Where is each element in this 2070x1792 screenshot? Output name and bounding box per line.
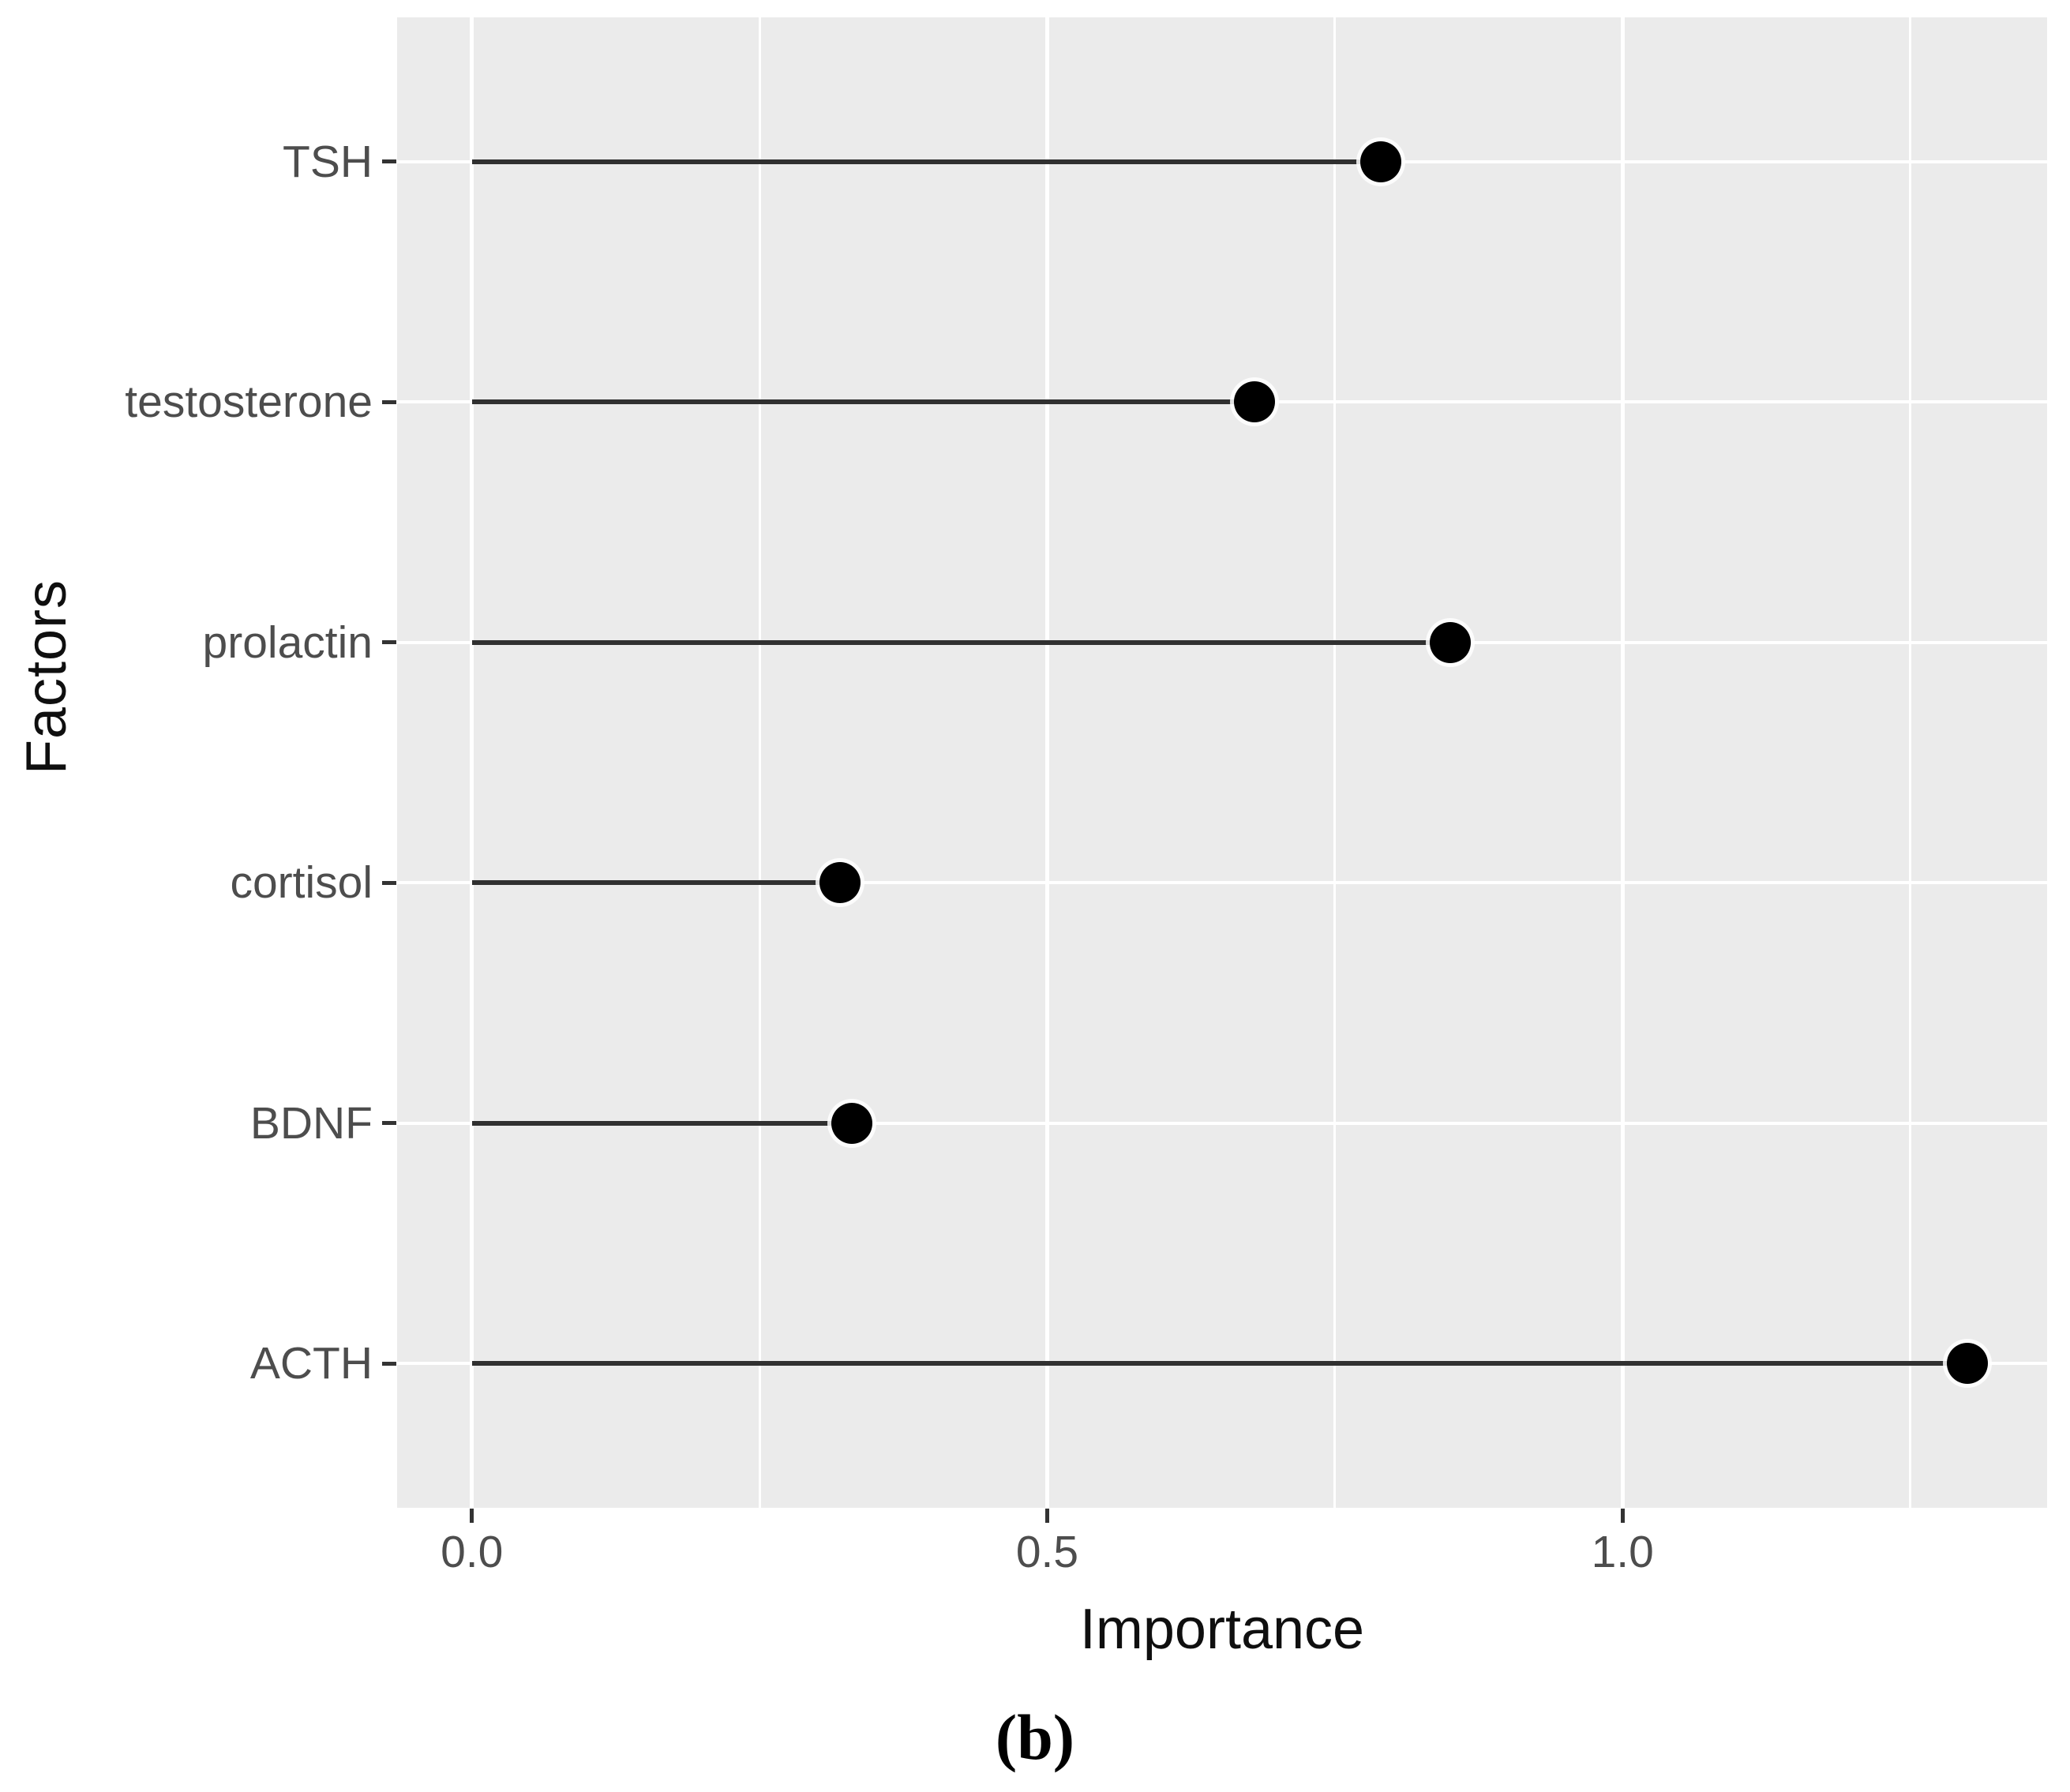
lollipop-stem xyxy=(471,639,1450,645)
x-axis-tick xyxy=(470,1509,474,1523)
y-tick-label: prolactin xyxy=(202,617,373,668)
y-axis-tick xyxy=(382,159,396,164)
x-major-gridline xyxy=(1044,17,1049,1508)
y-tick-label: BDNF xyxy=(249,1097,373,1149)
x-major-gridline xyxy=(1620,17,1625,1508)
figure-caption: (b) xyxy=(995,1701,1075,1773)
y-axis-tick xyxy=(382,399,396,404)
lollipop-dot xyxy=(819,862,861,904)
y-axis-tick xyxy=(382,1361,396,1366)
lollipop-dot xyxy=(1233,381,1275,423)
y-major-gridline xyxy=(397,1121,2047,1125)
lollipop-stem xyxy=(471,159,1382,164)
y-tick-label: TSH xyxy=(283,136,373,187)
y-axis-tick xyxy=(382,640,396,645)
y-major-gridline xyxy=(397,881,2047,885)
x-major-gridline xyxy=(470,17,474,1508)
y-tick-label: ACTH xyxy=(249,1338,373,1389)
lollipop-dot xyxy=(831,1102,872,1144)
y-axis-tick xyxy=(382,1121,396,1126)
x-tick-label: 1.0 xyxy=(1591,1527,1654,1577)
x-axis-tick xyxy=(1044,1509,1049,1523)
x-tick-label: 0.5 xyxy=(1015,1527,1079,1577)
x-axis-tick xyxy=(1620,1509,1625,1523)
y-tick-label: cortisol xyxy=(230,857,373,909)
lollipop-stem xyxy=(471,1120,852,1126)
x-tick-label: 0.0 xyxy=(441,1527,504,1577)
y-axis-tick xyxy=(382,880,396,885)
x-minor-gridline xyxy=(758,17,761,1508)
lollipop-dot xyxy=(1429,621,1471,663)
plot-panel xyxy=(397,17,2047,1508)
x-minor-gridline xyxy=(1909,17,1912,1508)
lollipop-stem xyxy=(471,399,1254,405)
y-tick-label: testosterone xyxy=(125,377,373,428)
lollipop-stem xyxy=(471,880,841,886)
lollipop-stem xyxy=(471,1361,1968,1366)
x-minor-gridline xyxy=(1333,17,1337,1508)
y-axis-title: Factors xyxy=(15,579,78,774)
x-axis-title: Importance xyxy=(1079,1598,1365,1661)
lollipop-dot xyxy=(1360,141,1402,182)
lollipop-dot xyxy=(1947,1343,1989,1385)
